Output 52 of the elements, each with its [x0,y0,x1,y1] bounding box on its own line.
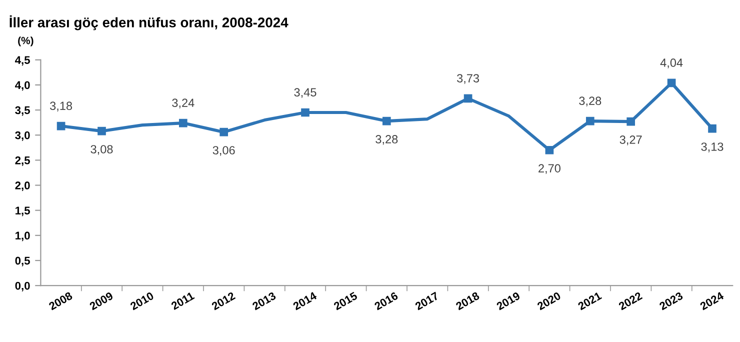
data-label: 3,24 [172,98,194,108]
x-tick-label: 2024 [699,291,724,310]
y-tick-label: 4,5 [15,56,30,66]
point [708,124,716,133]
data-label: 3,18 [50,102,72,112]
point [545,146,554,154]
point [178,118,188,128]
data-label: 3,28 [579,96,602,106]
chart-title: İller arası göç eden nüfus oranı, 2008-2024 [10,15,288,30]
data-label: 3,13 [701,142,724,152]
x-tick-label: 2012 [211,292,236,310]
x-tick-label: 2015 [333,292,358,310]
y-tick-label: 3,5 [15,106,30,116]
y-axis-title: (%) [18,36,34,46]
point [220,128,228,136]
x-tick-label: 2020 [536,292,562,310]
x-tick-label: 2008 [48,292,73,310]
x-tick-label: 2016 [374,292,398,310]
point [626,117,636,126]
y-tick-label: 0,5 [15,256,30,266]
y-tick-label: 2,5 [15,156,30,166]
x-tick-label: 2014 [292,291,318,310]
data-label: 3,73 [457,74,480,84]
x-tick-label: 2023 [658,292,684,310]
x-tick-label: 2021 [577,292,602,310]
x-tick-label: 2011 [170,292,195,310]
point [56,122,66,130]
data-label: 3,45 [294,88,316,98]
point [464,94,472,103]
data-label: 3,08 [90,145,113,155]
y-tick-label: 2,0 [15,182,30,191]
point [301,108,310,117]
data-label: 3,06 [212,146,235,156]
point [586,116,594,126]
data-label: 2,70 [538,164,560,174]
point [667,78,676,88]
x-tick-label: 2019 [496,292,521,310]
point [382,116,391,126]
y-tick-label: 3,0 [15,131,30,141]
y-tick-label: 1,0 [16,232,30,242]
x-tick-label: 2018 [455,292,480,310]
y-tick-label: 4,0 [15,81,30,91]
x-tick-label: 2009 [88,292,114,310]
data-label: 3,27 [620,136,642,146]
x-tick-label: 2013 [252,292,276,310]
y-tick-label: 0,0 [15,282,30,292]
x-tick-label: 2022 [618,292,643,310]
x-tick-label: 2010 [130,292,154,310]
data-label: 3,28 [376,135,398,145]
data-label: 4,04 [660,58,683,68]
y-tick-label: 1,5 [16,206,30,216]
point [98,126,106,136]
